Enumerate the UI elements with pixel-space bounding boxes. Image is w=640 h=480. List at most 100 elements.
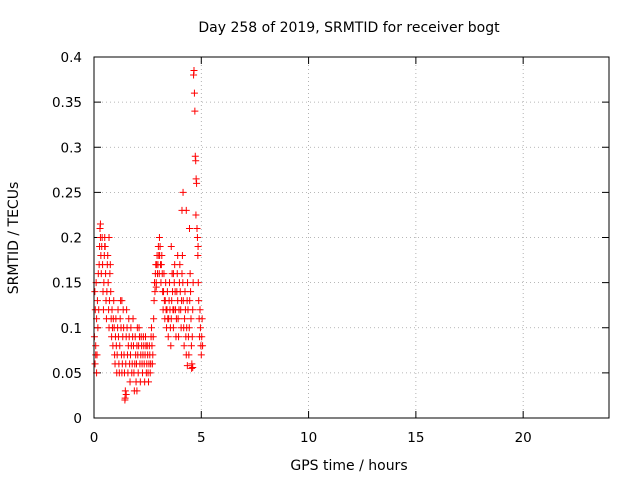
- data-point: [101, 243, 109, 251]
- x-tick-label: 10: [300, 430, 317, 446]
- data-point: [176, 261, 184, 269]
- data-point: [157, 261, 165, 269]
- data-point: [196, 324, 204, 332]
- y-tick-label: 0.1: [61, 321, 82, 337]
- data-point: [118, 297, 126, 305]
- data-point: [187, 288, 195, 296]
- data-point: [152, 283, 160, 291]
- data-point: [106, 270, 114, 278]
- data-point: [192, 157, 200, 165]
- y-tick-label: 0.2: [61, 231, 82, 247]
- data-point: [187, 342, 195, 350]
- data-point: [198, 333, 206, 341]
- data-point: [150, 315, 158, 323]
- data-point: [149, 351, 157, 359]
- x-tick-label: 0: [90, 430, 99, 446]
- data-point: [183, 362, 191, 370]
- data-point: [174, 315, 182, 323]
- data-point: [104, 252, 112, 260]
- data-point: [106, 261, 114, 269]
- y-tick-label: 0.4: [61, 50, 82, 66]
- data-point: [186, 270, 194, 278]
- data-point: [178, 270, 186, 278]
- data-point: [123, 306, 131, 314]
- data-point: [148, 342, 156, 350]
- data-point: [185, 351, 193, 359]
- data-point: [122, 391, 130, 399]
- data-point: [110, 297, 118, 305]
- data-point: [121, 387, 129, 395]
- data-point: [94, 324, 102, 332]
- data-point: [92, 342, 100, 350]
- data-point: [91, 288, 99, 296]
- plot-frame: [93, 56, 610, 419]
- data-point: [164, 333, 172, 341]
- data-point: [187, 315, 195, 323]
- data-point: [169, 324, 177, 332]
- chart-title: Day 258 of 2019, SRMTID for receiver bog…: [198, 20, 500, 36]
- data-point: [169, 270, 177, 278]
- data-point: [108, 306, 116, 314]
- data-point: [182, 206, 190, 214]
- data-point: [129, 315, 137, 323]
- data-point: [188, 364, 196, 372]
- axis-ticks: 0 0.05 0.1 0.15 0.2 0.25 0.3 0.35 0.4 0 5 10 15 20: [52, 50, 609, 446]
- y-tick-label: 0: [73, 411, 82, 427]
- data-point: [148, 360, 156, 368]
- data-point: [96, 220, 104, 228]
- data-point: [196, 306, 204, 314]
- x-tick-label: 5: [197, 430, 206, 446]
- data-point: [116, 315, 124, 323]
- data-points: [90, 67, 207, 404]
- data-point: [149, 333, 157, 341]
- data-point: [192, 211, 200, 219]
- data-point: [146, 369, 154, 377]
- data-point: [116, 342, 124, 350]
- y-tick-label: 0.25: [52, 185, 82, 201]
- data-point: [199, 342, 207, 350]
- data-point: [198, 315, 206, 323]
- x-tick-label: 15: [407, 430, 424, 446]
- data-point: [195, 297, 203, 305]
- data-point: [186, 297, 194, 305]
- data-point: [121, 394, 129, 402]
- data-point: [189, 363, 197, 371]
- data-point: [179, 188, 187, 196]
- data-point: [191, 107, 199, 115]
- x-tick-label: 20: [515, 430, 532, 446]
- data-point: [160, 270, 168, 278]
- x-axis-label: GPS time / hours: [290, 458, 407, 474]
- data-point: [174, 252, 182, 260]
- data-point: [185, 224, 193, 232]
- data-point: [194, 252, 202, 260]
- data-point: [168, 297, 176, 305]
- y-tick-label: 0.05: [52, 366, 82, 382]
- data-point: [167, 342, 175, 350]
- data-point: [181, 315, 189, 323]
- y-tick-label: 0.15: [52, 276, 82, 292]
- data-point: [193, 224, 201, 232]
- data-point: [193, 179, 201, 187]
- data-point: [145, 378, 153, 386]
- grid-lines: [94, 57, 609, 418]
- data-point: [105, 234, 113, 241]
- data-point: [126, 378, 134, 386]
- data-point: [194, 243, 202, 251]
- data-point: [193, 234, 201, 241]
- data-point: [107, 288, 115, 296]
- data-point: [194, 279, 202, 287]
- data-point: [158, 252, 166, 260]
- y-axis-label: SRMTID / TECUs: [6, 182, 22, 295]
- data-point: [91, 360, 99, 368]
- data-point: [127, 324, 135, 332]
- data-point: [150, 297, 158, 305]
- data-point: [190, 67, 198, 75]
- data-point: [197, 351, 205, 359]
- data-point: [156, 243, 164, 251]
- data-point: [93, 297, 101, 305]
- y-tick-label: 0.35: [52, 95, 82, 111]
- data-point: [148, 324, 156, 332]
- data-point: [190, 89, 198, 97]
- y-tick-label: 0.3: [61, 140, 82, 156]
